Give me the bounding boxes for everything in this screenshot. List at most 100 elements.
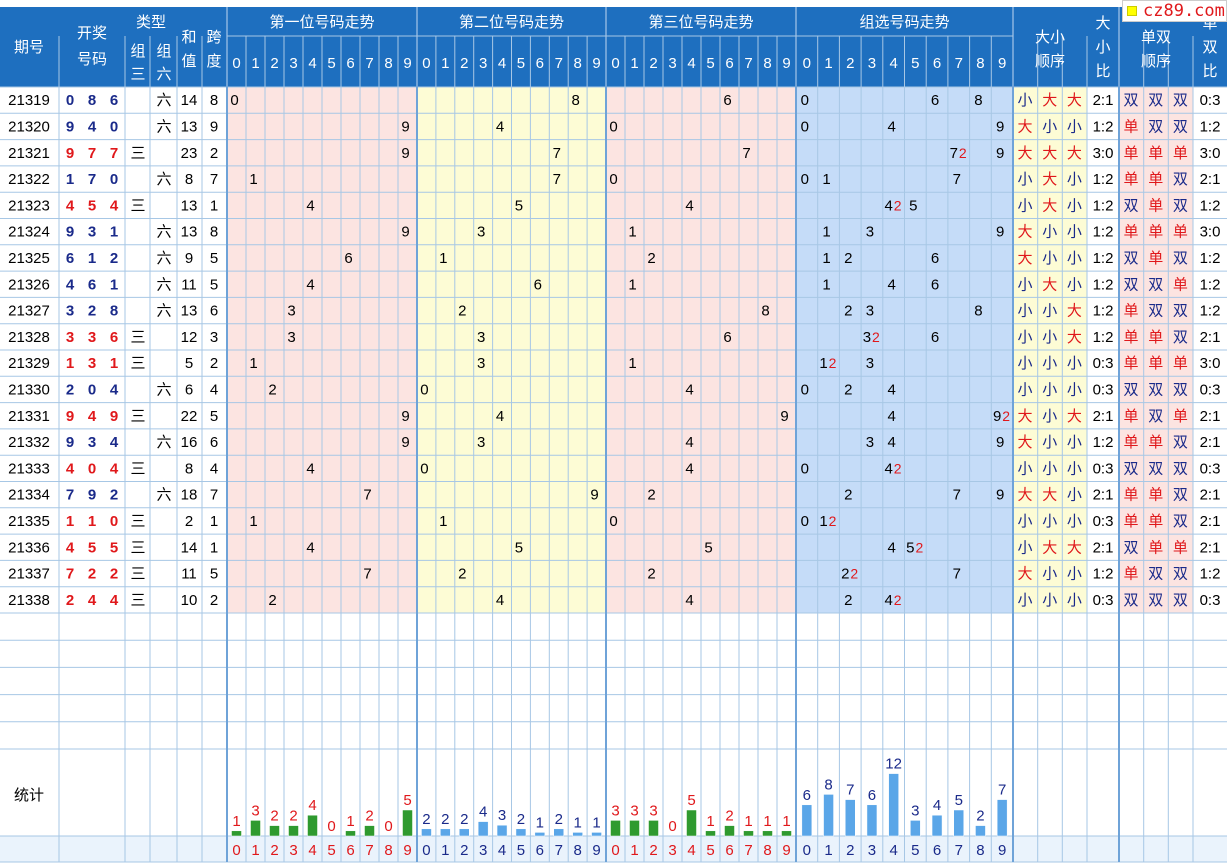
footer-digit-row xyxy=(0,836,1227,862)
row-z3: 三 xyxy=(130,408,145,425)
row-group-number: 2 xyxy=(841,566,849,583)
pos2-stat-bar xyxy=(515,828,527,837)
footer-digit: 6 xyxy=(933,842,941,859)
row-pos-number: 4 xyxy=(685,592,693,609)
row-dsratio: 2:1 xyxy=(1200,434,1221,451)
row-dxratio: 1:2 xyxy=(1093,171,1114,188)
row-z3: 三 xyxy=(130,566,145,583)
row-group-number: 3 xyxy=(866,355,874,372)
row-draw-number: 1 xyxy=(66,355,74,372)
row-pos-number: 5 xyxy=(515,539,523,556)
row-draw-number: 3 xyxy=(66,329,74,346)
row-draw-number: 8 xyxy=(88,92,96,109)
row-ds: 双 xyxy=(1173,197,1188,214)
row-draw-number: 0 xyxy=(110,171,118,188)
footer-digit: 5 xyxy=(706,842,714,859)
pos1-stat-value: 4 xyxy=(308,797,316,814)
row-ds: 单 xyxy=(1123,171,1138,188)
row-ds: 单 xyxy=(1123,355,1138,372)
row-draw-number: 4 xyxy=(110,460,119,477)
row-sum: 23 xyxy=(181,145,198,162)
row-issue: 21324 xyxy=(8,224,50,241)
site-logo[interactable]: cz89.com xyxy=(1122,0,1227,22)
header-digit: 3 xyxy=(868,55,876,72)
pos3-stat-value: 0 xyxy=(668,818,676,835)
row-pos-number: 9 xyxy=(401,434,409,451)
row-pos-number: 0 xyxy=(420,460,428,477)
pos3-stat-value: 1 xyxy=(706,813,714,830)
row-z3: 三 xyxy=(130,513,145,530)
pos3-stat-value: 3 xyxy=(649,802,657,819)
row-issue: 21334 xyxy=(8,487,50,504)
row-dx: 大 xyxy=(1042,276,1057,293)
header-group: 组选号码走势 xyxy=(859,14,949,31)
row-draw-number: 1 xyxy=(110,355,118,372)
row-draw-number: 6 xyxy=(110,92,118,109)
row-ds: 单 xyxy=(1148,487,1163,504)
group-stat-bar xyxy=(975,825,986,837)
row-draw-number: 1 xyxy=(110,224,118,241)
row-draw-number: 4 xyxy=(66,539,75,556)
group-stat-value: 2 xyxy=(976,808,984,825)
row-ds: 双 xyxy=(1148,303,1163,320)
row-pos-number: 9 xyxy=(401,224,409,241)
pos2-stat-value: 4 xyxy=(479,804,487,821)
pos3-stat-value: 1 xyxy=(744,813,752,830)
header-digit: 8 xyxy=(573,55,581,72)
footer-digit: 2 xyxy=(649,842,657,859)
row-group-number: 3 xyxy=(866,224,874,241)
row-dx: 大 xyxy=(1042,145,1057,162)
header-sum: 和 xyxy=(181,29,196,46)
header-digit: 3 xyxy=(289,55,297,72)
row-span: 8 xyxy=(210,92,218,109)
header-dxorder: 顺序 xyxy=(1035,53,1065,70)
row-pos-number: 4 xyxy=(685,460,693,477)
row-z3: 三 xyxy=(130,145,145,162)
header-digit: 2 xyxy=(270,55,278,72)
row-issue: 21333 xyxy=(8,460,50,477)
row-ds: 双 xyxy=(1173,303,1188,320)
row-group-count: 2 xyxy=(894,460,902,476)
row-pos-number: 6 xyxy=(534,276,542,293)
row-dsratio: 2:1 xyxy=(1200,171,1221,188)
row-dx: 小 xyxy=(1067,250,1082,267)
row-dsratio: 2:1 xyxy=(1200,539,1221,556)
row-span: 2 xyxy=(210,592,218,609)
row-ds: 单 xyxy=(1148,329,1163,346)
row-dx: 小 xyxy=(1017,592,1032,609)
row-ds: 双 xyxy=(1123,592,1138,609)
row-dxratio: 1:2 xyxy=(1093,566,1114,583)
header-pos1: 第一位号码走势 xyxy=(269,13,374,31)
row-draw-number: 4 xyxy=(110,197,119,214)
pos3-stat-value: 1 xyxy=(782,813,790,830)
row-sum: 14 xyxy=(181,539,198,556)
row-span: 5 xyxy=(210,408,218,425)
pos1-stat-value: 5 xyxy=(403,792,411,809)
pos2-stat-bar xyxy=(421,828,432,837)
row-ds: 单 xyxy=(1173,224,1188,241)
pos2-stat-value: 2 xyxy=(555,811,563,828)
row-pos-number: 1 xyxy=(249,513,257,530)
row-ds: 单 xyxy=(1123,303,1138,320)
row-ds: 单 xyxy=(1173,408,1188,425)
pos2-stat-value: 1 xyxy=(573,814,581,831)
row-pos-number: 2 xyxy=(458,566,466,583)
row-sum: 11 xyxy=(181,276,197,293)
row-dxratio: 1:2 xyxy=(1093,276,1114,293)
row-dx: 小 xyxy=(1067,592,1082,609)
pos2-stat-bar xyxy=(572,832,583,837)
footer-digit: 3 xyxy=(868,842,876,859)
header-digit: 2 xyxy=(460,55,468,72)
row-group-number: 5 xyxy=(909,197,917,214)
footer-digit: 0 xyxy=(611,842,619,859)
row-group-number: 4 xyxy=(887,539,895,556)
row-issue: 21331 xyxy=(8,408,50,425)
header-z3: 组 xyxy=(130,43,145,60)
row-pos-number: 5 xyxy=(515,197,523,214)
footer-digit: 2 xyxy=(460,842,468,859)
row-draw-number: 5 xyxy=(88,197,96,214)
row-draw-number: 9 xyxy=(66,434,74,451)
row-dsratio: 0:3 xyxy=(1200,381,1221,398)
footer-digit: 1 xyxy=(441,842,449,859)
row-group-number: 6 xyxy=(931,276,939,293)
